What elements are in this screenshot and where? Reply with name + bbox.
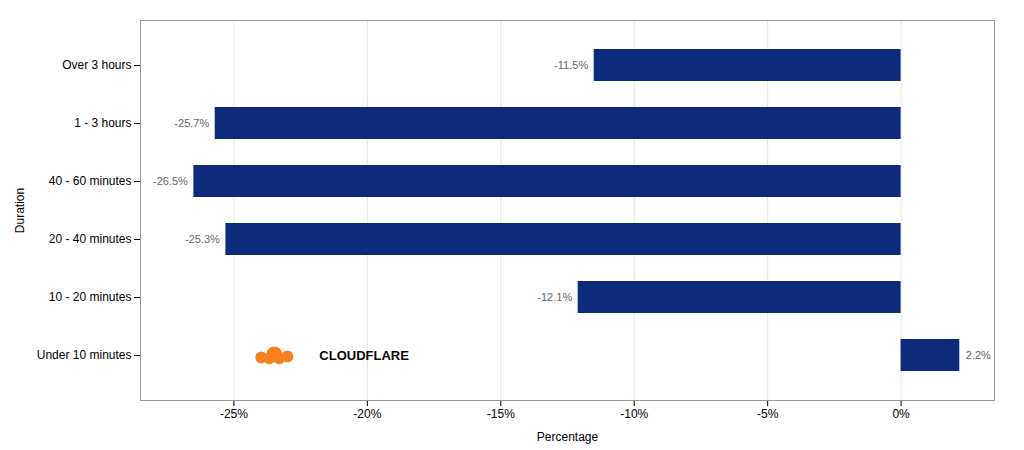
svg-text:-26.5%: -26.5%: [153, 175, 188, 187]
svg-text:-11.5%: -11.5%: [554, 59, 588, 71]
svg-text:-5%: -5%: [757, 407, 779, 421]
svg-text:10 - 20 minutes: 10 - 20 minutes: [49, 290, 132, 304]
svg-text:2.2%: 2.2%: [966, 349, 991, 361]
svg-text:Over 3 hours: Over 3 hours: [62, 58, 131, 72]
svg-text:-12.1%: -12.1%: [537, 291, 572, 303]
svg-text:Percentage: Percentage: [537, 430, 599, 444]
svg-text:CLOUDFLARE: CLOUDFLARE: [319, 348, 409, 363]
svg-text:20 - 40 minutes: 20 - 40 minutes: [49, 232, 132, 246]
svg-text:1 - 3 hours: 1 - 3 hours: [74, 116, 131, 130]
svg-text:-25%: -25%: [220, 407, 248, 421]
svg-text:-25.7%: -25.7%: [174, 117, 209, 129]
svg-text:0%: 0%: [892, 407, 910, 421]
svg-text:40 - 60 minutes: 40 - 60 minutes: [49, 174, 132, 188]
svg-text:Duration: Duration: [13, 188, 27, 233]
svg-text:-15%: -15%: [487, 407, 515, 421]
svg-text:-25.3%: -25.3%: [185, 233, 220, 245]
svg-text:Under 10 minutes: Under 10 minutes: [37, 348, 132, 362]
svg-text:-10%: -10%: [620, 407, 648, 421]
svg-text:-20%: -20%: [353, 407, 381, 421]
